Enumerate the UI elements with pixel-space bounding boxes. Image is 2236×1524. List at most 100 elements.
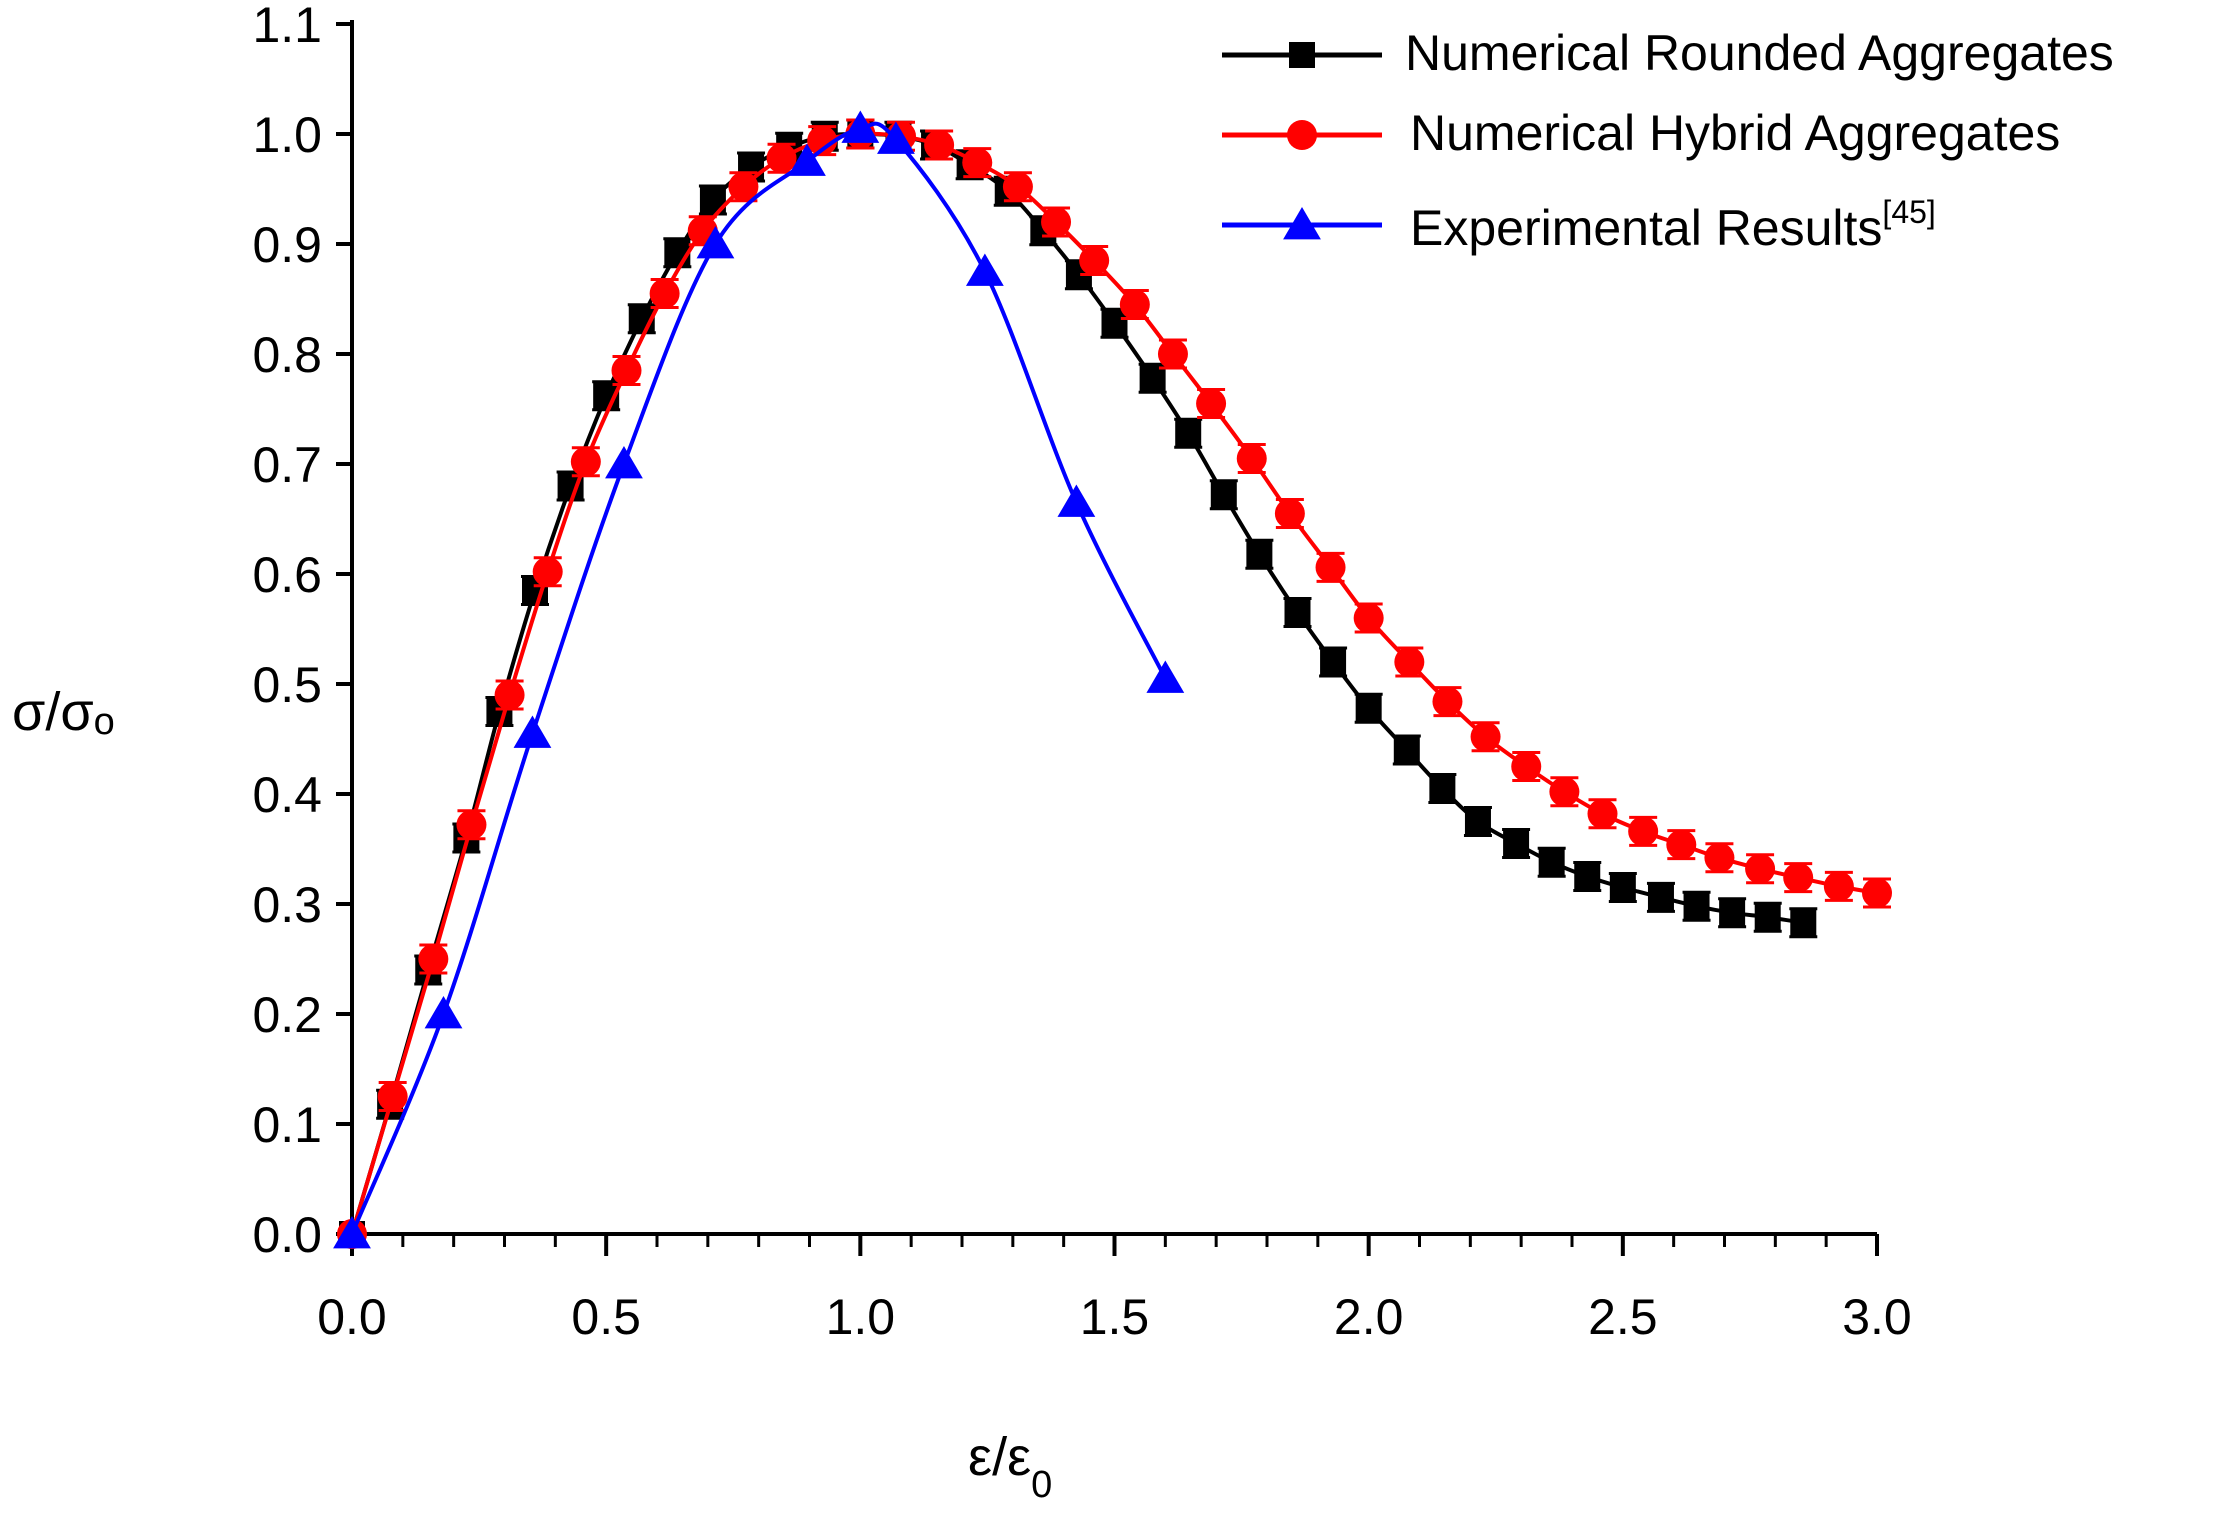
y-tick-label: 0.9 bbox=[252, 217, 322, 273]
legend-marker-hybrid bbox=[1287, 120, 1317, 150]
legend-label-rounded: Numerical Rounded Aggregates bbox=[1405, 25, 2114, 81]
data-point-experimental bbox=[513, 715, 552, 748]
data-point-hybrid bbox=[1704, 842, 1735, 873]
x-tick-label: 1.0 bbox=[826, 1289, 896, 1345]
series-hybrid bbox=[337, 118, 1892, 1249]
legend-label-experimental-ref: [45] bbox=[1882, 194, 1935, 230]
data-point-rounded bbox=[1538, 849, 1565, 876]
data-point-hybrid bbox=[1394, 647, 1425, 677]
data-point-experimental bbox=[696, 226, 735, 259]
data-point-hybrid bbox=[1587, 798, 1618, 829]
data-point-experimental bbox=[788, 143, 826, 176]
series-line-hybrid bbox=[350, 131, 1878, 1235]
y-tick-label: 0.5 bbox=[252, 657, 322, 713]
data-point-hybrid bbox=[1274, 498, 1305, 529]
data-point-rounded bbox=[1139, 365, 1166, 392]
data-point-experimental bbox=[605, 446, 643, 479]
series-line-experimental bbox=[350, 121, 1168, 1235]
x-tick-label: 0.0 bbox=[317, 1289, 387, 1345]
legend-marker-experimental bbox=[1283, 207, 1321, 240]
y-axis-title-main: σ/σ bbox=[12, 682, 94, 742]
data-point-hybrid bbox=[962, 147, 993, 178]
x-tick-label: 3.0 bbox=[1842, 1289, 1912, 1345]
data-point-hybrid bbox=[1353, 603, 1384, 633]
data-point-hybrid bbox=[1862, 878, 1892, 908]
data-point-hybrid bbox=[570, 446, 601, 477]
data-point-hybrid bbox=[494, 680, 525, 710]
data-point-rounded bbox=[1574, 863, 1601, 890]
y-axis-title-sub: o bbox=[94, 701, 115, 743]
data-point-hybrid bbox=[728, 171, 759, 202]
data-point-hybrid bbox=[1628, 816, 1659, 847]
y-tick-label: 0.8 bbox=[252, 327, 322, 383]
y-tick-label: 0.2 bbox=[252, 987, 322, 1043]
axes: 0.0 0.1 0.2 0.3 0.4 0.5 0.6 0.7 0.8 0.9 1.0 1.1 0.0 0… bbox=[252, 0, 1911, 1345]
y-axis-title: σ/σo bbox=[12, 682, 115, 743]
series-rounded bbox=[339, 118, 1818, 1247]
data-point-hybrid bbox=[1823, 871, 1854, 902]
data-point-rounded bbox=[1101, 310, 1128, 337]
y-tick-label: 0.3 bbox=[252, 877, 322, 933]
data-point-hybrid bbox=[766, 143, 797, 174]
legend-label-experimental: Experimental Results[45] bbox=[1410, 194, 1936, 256]
data-point-hybrid bbox=[1783, 862, 1814, 893]
data-point-experimental bbox=[424, 996, 463, 1029]
data-point-rounded bbox=[1393, 737, 1420, 763]
data-point-hybrid bbox=[418, 944, 449, 974]
data-point-rounded bbox=[1754, 904, 1781, 931]
data-point-rounded bbox=[1284, 599, 1311, 626]
data-point-experimental bbox=[877, 121, 915, 154]
y-tick-label: 0.1 bbox=[252, 1097, 322, 1153]
data-point-hybrid bbox=[1666, 829, 1697, 860]
data-point-hybrid bbox=[1470, 721, 1501, 752]
x-tick-label: 1.5 bbox=[1080, 1289, 1150, 1345]
y-tick-label: 1.0 bbox=[252, 107, 322, 163]
x-axis-title: ε/ε0 bbox=[968, 1427, 1052, 1506]
data-point-rounded bbox=[1355, 695, 1382, 722]
data-point-hybrid bbox=[1315, 552, 1346, 583]
data-point-hybrid bbox=[532, 556, 563, 587]
data-point-hybrid bbox=[1119, 289, 1150, 320]
series-layer bbox=[333, 110, 1892, 1249]
y-tick-label: 1.1 bbox=[252, 0, 322, 53]
data-point-hybrid bbox=[1157, 339, 1188, 369]
data-point-rounded bbox=[1719, 899, 1746, 926]
series-line-rounded bbox=[350, 131, 1804, 1235]
x-axis-title-main: ε/ε bbox=[968, 1427, 1031, 1487]
data-point-hybrid bbox=[1549, 776, 1580, 807]
data-point-experimental bbox=[333, 1216, 371, 1249]
data-point-hybrid bbox=[649, 278, 680, 309]
y-tick-label: 0.7 bbox=[252, 437, 322, 493]
x-tick-label: 0.5 bbox=[571, 1289, 641, 1345]
y-tick-label: 0.0 bbox=[252, 1207, 322, 1263]
legend-item-hybrid: Numerical Hybrid Aggregates bbox=[1222, 105, 2060, 161]
legend-label-experimental-text: Experimental Results bbox=[1410, 200, 1882, 256]
legend-label-hybrid: Numerical Hybrid Aggregates bbox=[1410, 105, 2060, 161]
data-point-hybrid bbox=[1511, 751, 1542, 782]
data-point-rounded bbox=[1609, 874, 1636, 901]
data-point-hybrid bbox=[377, 1081, 408, 1112]
data-point-rounded bbox=[1175, 420, 1202, 447]
data-point-hybrid bbox=[807, 125, 838, 156]
data-point-hybrid bbox=[924, 130, 955, 160]
data-point-hybrid bbox=[1236, 443, 1267, 474]
y-tick-label: 0.4 bbox=[252, 767, 322, 823]
data-point-rounded bbox=[1246, 541, 1273, 568]
data-point-hybrid bbox=[1196, 388, 1227, 419]
data-point-hybrid bbox=[1002, 171, 1033, 202]
y-tick-label: 0.6 bbox=[252, 547, 322, 603]
data-point-hybrid bbox=[456, 809, 487, 840]
legend-item-experimental: Experimental Results[45] bbox=[1222, 194, 1936, 256]
legend-marker-rounded bbox=[1289, 42, 1315, 68]
data-point-experimental bbox=[1057, 484, 1096, 517]
data-point-rounded bbox=[1790, 909, 1817, 936]
data-point-hybrid bbox=[611, 355, 642, 386]
data-point-rounded bbox=[1210, 481, 1237, 508]
data-point-rounded bbox=[1503, 830, 1530, 857]
data-point-experimental bbox=[841, 110, 880, 143]
legend: Numerical Rounded Aggregates Numerical H… bbox=[1222, 25, 2114, 256]
data-point-rounded bbox=[1429, 775, 1456, 802]
x-tick-label: 2.5 bbox=[1588, 1289, 1658, 1345]
data-point-rounded bbox=[1464, 808, 1491, 835]
